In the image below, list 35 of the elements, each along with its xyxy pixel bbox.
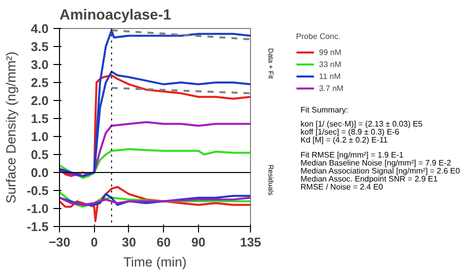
y-tick-label: 1.0 xyxy=(30,130,49,144)
y-tick-label: 0.5 xyxy=(30,148,49,162)
text: Median Baseline Noise [ng/mm²] = 7.9 E-2 xyxy=(300,158,452,168)
y-tick-label: 2.5 xyxy=(30,76,49,90)
x-axis-title: Time (min) xyxy=(123,254,187,270)
x-tick-label: 135 xyxy=(240,236,262,250)
legend-title: Probe Conc. xyxy=(296,32,342,41)
y-tick-label: -1.0 xyxy=(26,202,49,216)
y-tick-label: 4.0 xyxy=(30,22,49,36)
legend-label: 33 nM xyxy=(319,58,342,70)
x-tick-label: −30 xyxy=(48,236,70,250)
chart-title: Aminoacylase-1 xyxy=(60,8,172,24)
y-tick-label: -1.5 xyxy=(26,220,49,234)
x-tick-label: 90 xyxy=(191,236,206,250)
y-axis-title: Surface Density (ng/mm²) xyxy=(4,52,19,204)
legend-label: 11 nM xyxy=(319,70,341,82)
y-tick-label: 2.0 xyxy=(30,94,49,108)
legend-label: 3.7 nM xyxy=(319,82,344,94)
y-tick-label: -0.5 xyxy=(26,184,49,198)
text: RMSE / Noise = 2.4 E0 xyxy=(300,182,384,192)
y-tick-label: 0.0 xyxy=(30,166,49,180)
text: Fit Summary: xyxy=(300,106,348,115)
text: koff [1/sec] = (8.9 ± 0.3) E-6 xyxy=(300,127,400,136)
x-tick-label: 30 xyxy=(122,236,136,250)
text: Kd [M] = (4.2 ± 0.2) E-11 xyxy=(300,135,388,144)
x-tick-label: 60 xyxy=(156,236,171,250)
y-tick-label: 3.0 xyxy=(30,58,49,72)
text: kon [1/ (sec·M)] = (2.13 ± 0.03) E5 xyxy=(300,119,424,128)
y-tick-label: 1.5 xyxy=(30,112,49,126)
text: Fit RMSE [ng/mm²] = 1.9 E-1 xyxy=(300,150,404,160)
y-tick-label: 3.5 xyxy=(30,40,49,54)
text: Median Assoc. Endpoint SNR = 2.9 E1 xyxy=(300,174,438,184)
text: Median Association Signal [ng/mm²] = 2.6 E0 xyxy=(300,166,460,176)
legend-label: 99 nM xyxy=(319,46,342,58)
x-tick-label: 0 xyxy=(90,236,98,250)
